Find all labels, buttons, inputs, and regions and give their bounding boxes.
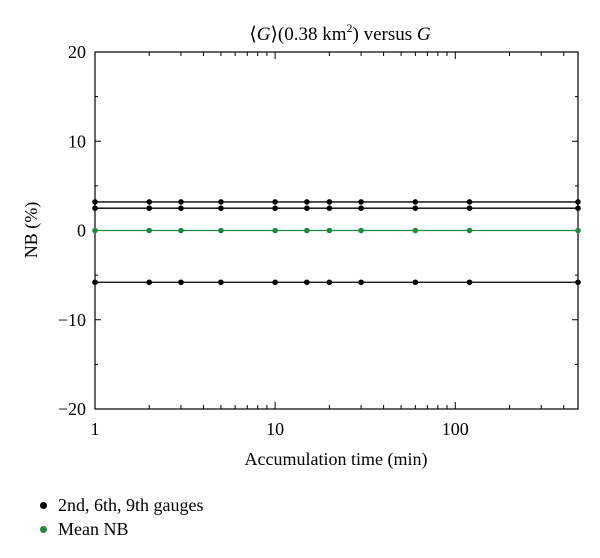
data-point-mean — [466, 227, 473, 234]
y-tick-label: 0 — [77, 221, 86, 241]
x-axis-label: Accumulation time (min) — [245, 449, 428, 470]
data-point-gauges — [412, 279, 419, 286]
data-point-gauges — [466, 279, 473, 286]
x-tick-label: 100 — [442, 419, 469, 439]
data-point-gauges — [304, 199, 310, 205]
legend-marker-mean — [40, 525, 47, 533]
data-point-gauges — [466, 205, 473, 211]
data-point-gauges — [92, 199, 98, 205]
chart-title: ⟨G⟩(0.38 km2) versus G — [249, 21, 431, 45]
data-point-mean — [178, 227, 184, 234]
data-point-gauges — [304, 205, 310, 211]
y-tick-label: 10 — [68, 131, 86, 151]
legend-marker-gauges — [40, 501, 47, 509]
data-point-gauges — [272, 199, 278, 205]
data-point-gauges — [146, 279, 153, 286]
data-point-gauges — [146, 205, 153, 211]
y-tick-label: 20 — [68, 42, 86, 62]
data-point-gauges — [178, 199, 184, 205]
data-point-gauges — [218, 199, 224, 205]
data-point-mean — [358, 227, 364, 234]
data-point-gauges — [326, 279, 333, 286]
data-point-gauges — [358, 205, 364, 211]
data-point-gauges — [412, 199, 419, 205]
y-axis-label: NB (%) — [21, 202, 42, 259]
data-point-mean — [304, 227, 310, 234]
data-point-gauges — [178, 205, 184, 211]
data-point-gauges — [358, 279, 364, 286]
data-point-mean — [272, 227, 278, 234]
data-point-gauges — [304, 279, 310, 286]
y-tick-label: −20 — [58, 399, 86, 419]
data-point-gauges — [218, 279, 224, 286]
legend-item-mean: Mean NB — [40, 517, 204, 541]
data-point-gauges — [466, 199, 473, 205]
data-point-mean — [92, 227, 98, 234]
legend-item-gauges: 2nd, 6th, 9th gauges — [40, 493, 204, 517]
data-point-gauges — [218, 205, 224, 211]
chart: ⟨G⟩(0.38 km2) versus G −20 −10 0 10 20 1 10 100… — [21, 21, 581, 470]
legend-label-mean: Mean NB — [58, 519, 129, 539]
data-point-gauges — [412, 205, 419, 211]
data-point-gauges — [272, 279, 278, 286]
x-tick-label: 1 — [91, 419, 100, 439]
x-tick-label: 10 — [266, 419, 284, 439]
data-point-mean — [412, 227, 419, 234]
legend: 2nd, 6th, 9th gauges Mean NB — [40, 493, 204, 541]
y-tick-label: −10 — [58, 310, 86, 330]
data-point-gauges — [272, 205, 278, 211]
data-point-gauges — [358, 199, 364, 205]
data-point-mean — [575, 227, 581, 234]
data-point-gauges — [575, 205, 581, 211]
data-point-mean — [146, 227, 153, 234]
data-point-gauges — [326, 199, 333, 205]
data-point-gauges — [326, 205, 333, 211]
data-point-gauges — [92, 279, 98, 286]
data-point-gauges — [178, 279, 184, 286]
data-point-gauges — [92, 205, 98, 211]
legend-label-gauges: 2nd, 6th, 9th gauges — [58, 495, 204, 515]
data-point-gauges — [575, 199, 581, 205]
data-point-gauges — [575, 279, 581, 286]
data-point-gauges — [146, 199, 153, 205]
data-point-mean — [326, 227, 333, 234]
data-point-mean — [218, 227, 224, 234]
